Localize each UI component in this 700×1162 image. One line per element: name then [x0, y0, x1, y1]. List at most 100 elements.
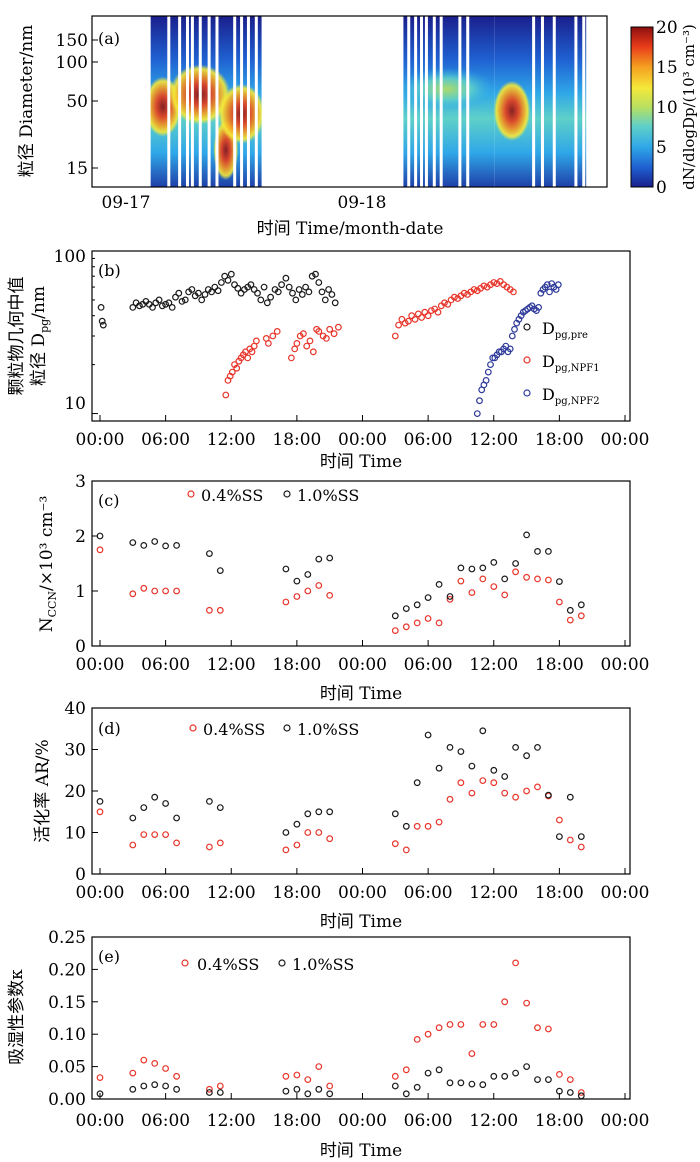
heatmap-gap [198, 16, 202, 187]
data-point [293, 577, 301, 585]
data-point [487, 361, 494, 369]
data-point [490, 779, 498, 787]
heatmap-gap [167, 16, 171, 187]
data-point [227, 270, 235, 278]
data-point [173, 1072, 181, 1080]
data-point [96, 1090, 104, 1098]
data-point [421, 308, 429, 316]
data-point [263, 299, 271, 307]
data-point [566, 1089, 574, 1096]
heatmap-gap [254, 16, 258, 187]
data-point [173, 542, 181, 549]
heatmap-gap [190, 16, 194, 187]
data-point [501, 773, 509, 780]
data-point [331, 299, 339, 307]
data-point [435, 1066, 443, 1074]
panel-e-label: (e) [98, 947, 120, 966]
panel-c-ylabel: NCCN/×10³ cm⁻³ [37, 496, 59, 633]
data-point [489, 354, 497, 362]
data-point [216, 567, 224, 574]
data-point [222, 391, 230, 399]
heatmap-gap [586, 16, 607, 187]
data-point [402, 822, 410, 830]
colorbar-tick: 0 [656, 178, 667, 198]
y-tick-label: 0.00 [48, 1090, 86, 1110]
heatmap-gap [240, 16, 244, 187]
data-point [216, 1089, 224, 1096]
data-point [577, 601, 585, 609]
x-tick-label: 12:00 [207, 655, 256, 675]
heatmap-gap [574, 16, 578, 187]
data-point [457, 779, 465, 787]
data-point [188, 286, 196, 293]
x-tick-label: 00:00 [601, 883, 650, 903]
colorbar-ticks: 20 15 10 5 0 [656, 18, 678, 198]
x-tick-label: 00:00 [76, 883, 125, 903]
data-point [309, 348, 317, 356]
data-point [391, 1072, 399, 1080]
x-tick-label: 12:00 [469, 1111, 518, 1131]
data-point [247, 281, 255, 289]
x-tick-label: 18:00 [272, 430, 321, 450]
heatmap-gap [552, 16, 556, 187]
data-point [391, 810, 399, 818]
data-point [545, 548, 552, 555]
svg-text:NCCN/×10³ cm⁻³: NCCN/×10³ cm⁻³ [37, 496, 59, 633]
data-point [231, 281, 238, 289]
data-point [252, 337, 260, 345]
legend-marker-red [187, 490, 195, 498]
data-point [288, 354, 295, 362]
chart-marks: 00:00 06:00 12:00 18:00 00:00 06:00 12:00 18:00… [48, 250, 650, 1131]
data-point [566, 616, 574, 624]
data-point [490, 766, 498, 774]
data-point [479, 564, 487, 572]
data-point [248, 348, 256, 356]
data-point [295, 286, 303, 293]
data-point [545, 576, 552, 584]
data-point [411, 315, 419, 323]
x-tick-label: 12:00 [469, 883, 518, 903]
data-point [402, 623, 410, 631]
data-point [214, 287, 222, 295]
heatmap-gap [532, 16, 536, 187]
x-tick-label: 00:00 [601, 430, 650, 450]
x-tick-label: 00:00 [76, 1111, 125, 1131]
data-point [501, 591, 509, 599]
data-point [172, 293, 179, 301]
data-point [506, 345, 514, 353]
data-point [151, 1059, 159, 1067]
heatmap-gap [207, 16, 211, 187]
data-point [312, 270, 319, 278]
y-tick-label: 0.20 [48, 960, 86, 980]
data-point [306, 337, 314, 345]
data-point [414, 310, 422, 318]
panel-c-frame [91, 480, 631, 647]
x-tick-label: 06:00 [141, 430, 190, 450]
data-point [282, 565, 290, 573]
data-point [315, 808, 323, 816]
data-point [523, 573, 530, 581]
x-tick-label: 18:00 [535, 430, 584, 450]
data-point [269, 332, 277, 340]
x-tick-label: 06:00 [141, 655, 190, 675]
data-point [315, 1085, 323, 1093]
data-point [326, 835, 334, 843]
data-point [221, 272, 229, 280]
legend-ss-10: 1.0%SS [297, 486, 359, 505]
heatmap-gap [178, 16, 182, 187]
data-point [265, 340, 272, 347]
x-tick: 09-17 [101, 193, 150, 213]
legend-ss-04: 0.4%SS [203, 720, 265, 739]
data-point [435, 1024, 443, 1032]
data-point [391, 1082, 399, 1090]
data-point [326, 1082, 334, 1090]
panel-a-label: (a) [98, 29, 120, 48]
panel-c-label: (c) [98, 491, 119, 510]
data-point [216, 1082, 224, 1090]
data-point [470, 286, 478, 293]
panel-d-label: (d) [98, 719, 121, 738]
data-point [457, 564, 465, 572]
data-point [545, 1076, 552, 1083]
data-point [326, 592, 334, 599]
